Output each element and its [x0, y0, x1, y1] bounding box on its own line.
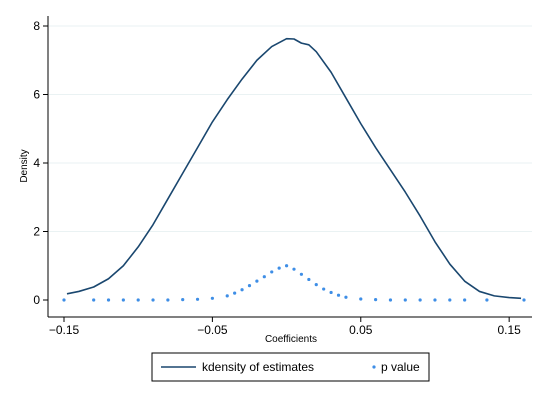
pvalue-point	[329, 290, 333, 295]
x-ticks: −0.15 −0.05 0.05 0.15	[49, 317, 521, 337]
pvalue-point	[292, 267, 296, 271]
y-tick-label: 4	[33, 156, 40, 170]
pvalue-point	[485, 298, 489, 302]
pvalue-point	[299, 272, 304, 276]
pvalue-point	[166, 298, 170, 302]
pvalue-point	[233, 291, 237, 295]
pvalue-point	[277, 266, 281, 270]
gridlines	[49, 25, 532, 232]
legend-swatch-pvalue	[372, 365, 376, 369]
pvalue-point	[210, 296, 214, 300]
legend: kdensity of estimates p value	[151, 352, 430, 382]
pvalue-point	[388, 298, 393, 302]
x-tick-label: −0.05	[197, 323, 228, 337]
pvalue-point	[247, 284, 252, 288]
y-axis-label: Density	[19, 149, 30, 182]
y-tick-label: 6	[33, 88, 40, 102]
y-tick-label: 2	[33, 225, 40, 239]
pvalue-point	[240, 288, 244, 292]
pvalue-point	[522, 298, 526, 302]
pvalue-point	[433, 298, 437, 302]
pvalue-point	[62, 298, 66, 302]
pvalue-point	[151, 298, 155, 302]
x-axis-label: Coefficients	[265, 334, 317, 345]
pvalue-point	[181, 298, 185, 302]
y-ticks: 0 2 4 6 8	[33, 19, 48, 307]
pvalue-point	[262, 275, 266, 279]
x-tick-label: 0.15	[497, 323, 521, 337]
y-tick-label: 0	[33, 293, 40, 307]
pvalue-point	[314, 282, 318, 287]
pvalue-point	[322, 287, 326, 291]
legend-label-kdensity: kdensity of estimates	[202, 360, 314, 374]
pvalue-point	[359, 297, 363, 301]
pvalue-point	[92, 298, 96, 302]
pvalue-point	[270, 270, 274, 274]
pvalue-point	[121, 298, 125, 302]
pvalue-point	[255, 279, 259, 283]
series-layer	[62, 37, 526, 302]
pvalue-point	[374, 298, 378, 302]
axes	[47, 16, 532, 318]
x-tick-label: 0.05	[349, 323, 373, 337]
pvalue-point	[225, 294, 229, 298]
y-tick-label: 8	[33, 19, 40, 33]
pvalue-point	[403, 298, 407, 302]
pvalue-point	[106, 298, 111, 302]
x-tick-label: −0.15	[49, 323, 80, 337]
pvalue-point	[307, 277, 311, 282]
kdensity-line	[66, 37, 522, 300]
pvalue-point	[418, 298, 422, 302]
legend-label-pvalue: p value	[381, 360, 420, 374]
pvalue-point	[195, 297, 200, 301]
pvalue-point	[463, 298, 467, 302]
pvalue-point	[344, 295, 348, 299]
pvalue-point	[448, 298, 452, 302]
pvalue-point	[136, 298, 140, 302]
legend-box	[151, 352, 430, 382]
pvalue-point	[336, 293, 341, 297]
pvalue-point	[284, 264, 289, 268]
